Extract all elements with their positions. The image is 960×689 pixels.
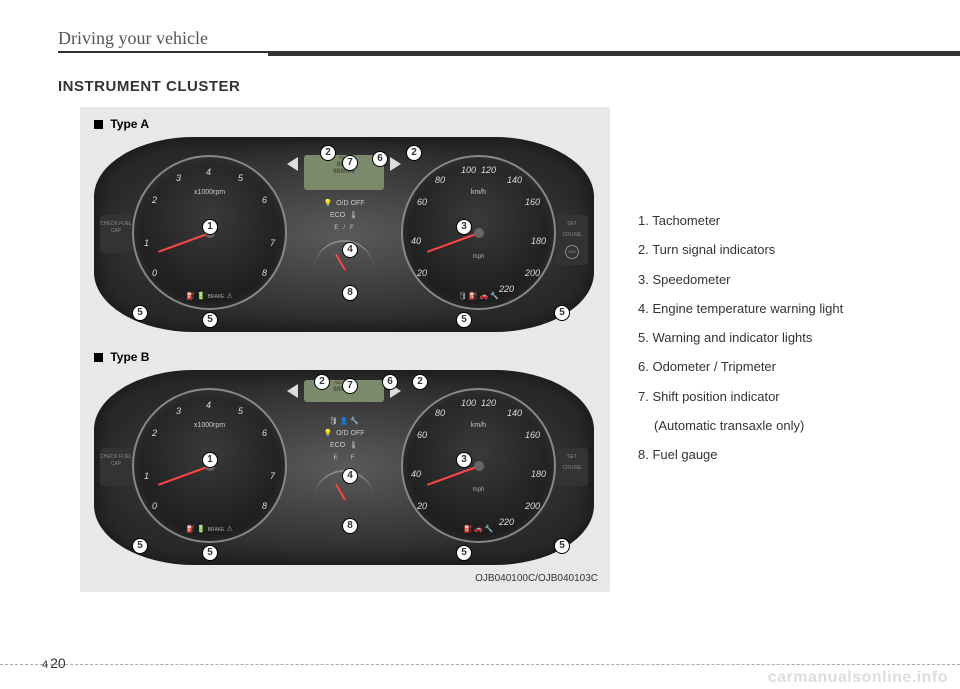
cruise-set-button-b: SET CRUISE [556, 448, 588, 486]
type-b-label: Type B [94, 350, 596, 364]
turn-left-icon [287, 157, 298, 171]
chapter-number: 4 [42, 659, 48, 671]
tach-warning-icons: ⛽ 🔋 BRAKE ⚠ [134, 292, 285, 300]
figure-code: OJB040100C/OJB040103C [475, 573, 598, 584]
speed-center [474, 228, 484, 238]
mph-label-b: mph [403, 487, 554, 493]
legend-item-4: 4. Engine temperature warning light [638, 295, 843, 322]
cluster-bg-b: CHECK FUEL CAP SET CRUISE x1000rpm 0 1 2… [94, 370, 594, 565]
legend-item-1: 1. Tachometer [638, 207, 843, 234]
callout-2: 2 [314, 374, 330, 390]
callout-2: 2 [320, 145, 336, 161]
type-a-label: Type A [94, 117, 596, 131]
cluster-type-a: CHECK FUEL CAP SET CRUISE ABS x1000rpm 0… [94, 137, 594, 332]
speedometer-dial: km/h 20 40 60 80 100 120 140 160 180 200… [401, 155, 556, 310]
callout-8: 8 [342, 518, 358, 534]
callout-6: 6 [382, 374, 398, 390]
callout-7: 7 [342, 378, 358, 394]
center-indicators-a: 💡 O/D OFF ECO 🌡 E / F [299, 198, 389, 234]
callout-3: 3 [456, 452, 472, 468]
figure-panel: Type A CHECK FUEL CAP SET CRUISE ABS x10… [80, 107, 610, 592]
page-number-value: 20 [50, 655, 66, 671]
callout-7: 7 [342, 155, 358, 171]
speed-warning-icons: 🛢 ⛽ 🚗 🔧 [403, 292, 554, 300]
cruise-set-button: SET CRUISE ABS [556, 215, 588, 265]
content-area: Type A CHECK FUEL CAP SET CRUISE ABS x10… [80, 107, 960, 592]
page-header: Driving your vehicle [0, 0, 960, 56]
callout-8: 8 [342, 285, 358, 301]
cruise-label: CRUISE [556, 232, 588, 239]
legend-item-8: 8. Fuel gauge [638, 441, 843, 468]
callout-5: 5 [132, 538, 148, 554]
set-label: SET [556, 221, 588, 228]
callout-5: 5 [456, 312, 472, 328]
cluster-type-b: CHECK FUEL CAP SET CRUISE x1000rpm 0 1 2… [94, 370, 594, 565]
callout-5: 5 [554, 305, 570, 321]
callout-3: 3 [456, 219, 472, 235]
legend-list: 1. Tachometer2. Turn signal indicators 3.… [638, 207, 843, 592]
section-title: Driving your vehicle [58, 28, 328, 53]
speedometer-dial-b: km/h 20 40 60 80 100 120 140 160 180 200… [401, 388, 556, 543]
square-bullet-icon [94, 353, 103, 362]
tach-warning-icons-b: ⛽ 🔋 BRAKE ⚠ [134, 525, 285, 533]
legend-item-3: 3. Speedometer [638, 266, 843, 293]
callout-1: 1 [202, 219, 218, 235]
callout-4: 4 [342, 468, 358, 484]
speed-warning-icons-b: ⛽ 🚗 🔧 [403, 525, 554, 533]
set-label-b: SET [556, 454, 588, 461]
callout-2: 2 [406, 145, 422, 161]
check-fuel-cap-button: CHECK FUEL CAP [100, 215, 132, 253]
legend-item-6: 6. Odometer / Tripmeter [638, 353, 843, 380]
watermark: carmanualsonline.info [768, 669, 948, 687]
type-a-text: Type A [110, 117, 149, 131]
turn-left-icon-b [287, 384, 298, 398]
check-fuel-cap-label-b: CHECK FUEL CAP [100, 454, 132, 467]
legend-item-7: 7. Shift position indicator [638, 383, 843, 410]
center-indicators-b: 🛢 👤 🔧 💡 O/D OFF ECO 🌡 E F [299, 416, 389, 464]
cruise-label-b: CRUISE [556, 465, 588, 472]
callout-5: 5 [132, 305, 148, 321]
square-bullet-icon [94, 120, 103, 129]
callout-5: 5 [202, 545, 218, 561]
turn-right-icon [390, 157, 401, 171]
callout-5: 5 [202, 312, 218, 328]
check-fuel-cap-button-b: CHECK FUEL CAP [100, 448, 132, 486]
callout-1: 1 [202, 452, 218, 468]
page-number: 420 [42, 655, 66, 671]
callout-5: 5 [456, 545, 472, 561]
check-fuel-cap-label: CHECK FUEL CAP [100, 221, 132, 234]
callout-6: 6 [372, 151, 388, 167]
callout-4: 4 [342, 242, 358, 258]
callout-5: 5 [554, 538, 570, 554]
abs-icon: ABS [565, 245, 579, 259]
legend-item-2: 2. Turn signal indicators [638, 236, 843, 263]
speed-center-b [474, 461, 484, 471]
fuel-needle-b [335, 484, 346, 501]
type-b-text: Type B [110, 350, 149, 364]
page-title: INSTRUMENT CLUSTER [58, 78, 960, 95]
legend-item-5: 5. Warning and indicator lights [638, 324, 843, 351]
mph-label: mph [403, 254, 554, 260]
legend-item-7-sub: (Automatic transaxle only) [638, 412, 843, 439]
callout-2: 2 [412, 374, 428, 390]
header-rule [268, 51, 960, 56]
